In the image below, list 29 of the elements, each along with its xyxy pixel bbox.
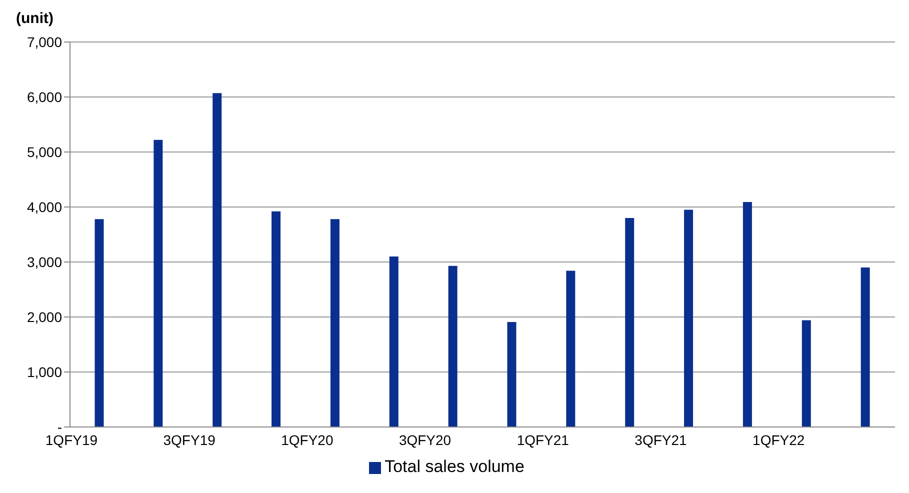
x-tick-label: 1QFY22 <box>752 432 805 448</box>
bar <box>802 320 811 427</box>
legend-label: Total sales volume <box>384 457 524 476</box>
bar <box>860 268 870 427</box>
y-tick-label: 5,000 <box>26 144 62 160</box>
y-tick-label: 6,000 <box>26 88 62 105</box>
x-tick-label: 1QFY20 <box>281 432 334 448</box>
y-tick-label: 2,000 <box>26 308 62 325</box>
x-tick-label: 3QFY20 <box>398 432 452 448</box>
y-tick-label: 7,000 <box>26 34 62 50</box>
bar <box>389 256 398 427</box>
x-tick-label: 3QFY21 <box>634 432 688 448</box>
bar <box>154 140 163 427</box>
y-axis-title: (unit) <box>16 10 54 27</box>
bar <box>448 266 458 427</box>
bar <box>684 210 694 427</box>
y-tick-label: 3,000 <box>26 254 62 270</box>
bar <box>94 219 104 427</box>
y-tick-label: 1,000 <box>26 364 62 380</box>
bar <box>566 270 576 427</box>
y-tick-label: 4,000 <box>26 198 62 215</box>
bar <box>625 218 634 427</box>
bar <box>212 93 222 427</box>
bar <box>507 322 516 427</box>
x-tick-label: 1QFY21 <box>516 432 570 448</box>
x-tick-label: 3QFY19 <box>163 432 216 448</box>
bar <box>272 211 281 427</box>
bar <box>742 202 752 427</box>
bar <box>330 219 340 427</box>
